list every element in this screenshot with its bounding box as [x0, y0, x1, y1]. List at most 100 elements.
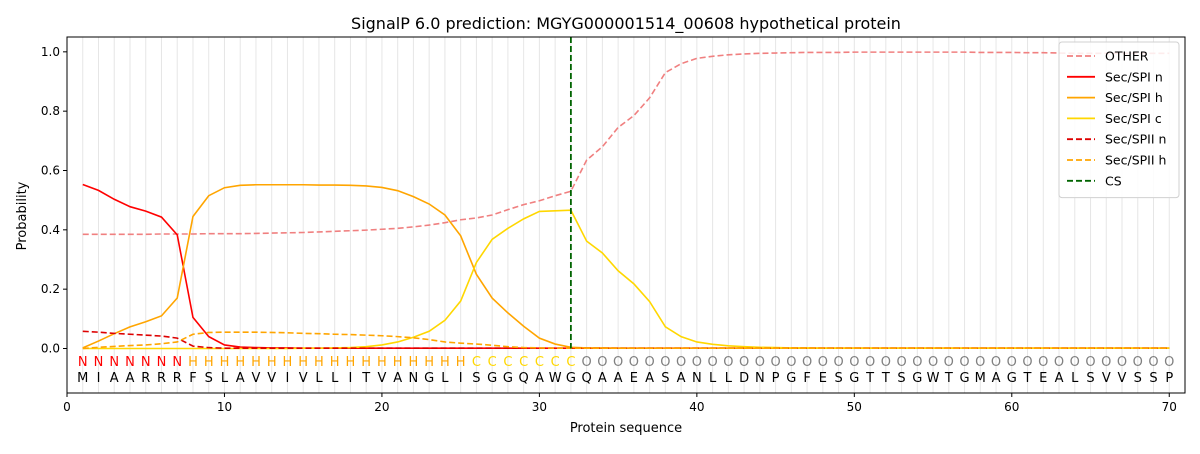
region-label: H [361, 355, 371, 370]
region-label: H [188, 355, 198, 370]
residue-label: A [645, 371, 654, 386]
residue-label: S [897, 371, 905, 386]
x-tick-label: 40 [689, 400, 704, 414]
series-line-sec-spi-c [82, 209, 1170, 350]
residue-label: P [1165, 371, 1173, 386]
region-label: N [109, 355, 119, 370]
region-label: O [645, 355, 655, 370]
y-tick-label: 0.8 [41, 104, 60, 118]
residue-label: T [865, 371, 874, 386]
region-label: N [141, 355, 151, 370]
region-label: N [172, 355, 182, 370]
region-label: O [865, 355, 875, 370]
grid-layer [82, 37, 1170, 393]
residue-label: L [709, 371, 717, 386]
residue-label: A [110, 371, 119, 386]
residue-label: G [424, 371, 434, 386]
residue-label: L [725, 371, 733, 386]
residue-label: R [141, 371, 150, 386]
residue-label: Q [519, 371, 529, 386]
region-label: C [503, 355, 512, 370]
residue-label: S [205, 371, 213, 386]
region-label: H [330, 355, 340, 370]
residue-label: F [803, 371, 810, 386]
sequence-layer: NMNINANANRNRNRHFHSHLHAHVHVHIHVHLHLHIHTHV… [77, 355, 1174, 386]
residue-label: V [299, 371, 308, 386]
residue-label: V [377, 371, 386, 386]
region-label: O [1101, 355, 1111, 370]
residue-label: N [692, 371, 702, 386]
residue-label: L [221, 371, 229, 386]
residue-label: P [772, 371, 780, 386]
residue-label: A [393, 371, 402, 386]
residue-label: A [535, 371, 544, 386]
region-label: O [770, 355, 780, 370]
residue-label: L [315, 371, 323, 386]
y-tick-label: 0.0 [41, 342, 60, 356]
region-label: O [582, 355, 592, 370]
region-label: O [991, 355, 1001, 370]
legend-label: Sec/SPII n [1105, 132, 1166, 147]
legend-label: Sec/SPI h [1105, 90, 1163, 105]
residue-label: S [1149, 371, 1157, 386]
region-label: H [456, 355, 466, 370]
residue-label: T [1023, 371, 1032, 386]
region-label: O [786, 355, 796, 370]
residue-label: W [549, 371, 562, 386]
region-label: H [235, 355, 245, 370]
series-layer [82, 51, 1170, 350]
region-label: O [660, 355, 670, 370]
region-label: H [440, 355, 450, 370]
region-label: O [818, 355, 828, 370]
residue-label: G [1007, 371, 1017, 386]
residue-label: E [1039, 371, 1047, 386]
region-label: N [94, 355, 104, 370]
region-label: H [204, 355, 214, 370]
region-label: H [283, 355, 293, 370]
y-axis-label: Probability [15, 181, 30, 250]
residue-label: A [992, 371, 1001, 386]
region-label: O [739, 355, 749, 370]
region-label: O [928, 355, 938, 370]
legend-label: CS [1105, 173, 1122, 188]
chart-title: SignalP 6.0 prediction: MGYG000001514_00… [351, 14, 901, 34]
region-label: O [692, 355, 702, 370]
region-label: C [519, 355, 528, 370]
residue-label: G [786, 371, 796, 386]
residue-label: I [286, 371, 290, 386]
x-axis-label: Protein sequence [570, 421, 682, 436]
region-label: H [267, 355, 277, 370]
residue-label: M [77, 371, 88, 386]
residue-label: S [472, 371, 480, 386]
x-tick-label: 0 [63, 400, 71, 414]
series-line-sec-spi-n [82, 183, 1170, 350]
residue-label: A [126, 371, 135, 386]
region-label: C [472, 355, 481, 370]
series-line-sec-spi-h [82, 183, 1170, 350]
y-tick-label: 0.6 [41, 164, 60, 178]
residue-label: S [834, 371, 842, 386]
residue-label: T [881, 371, 890, 386]
region-label: H [393, 355, 403, 370]
residue-label: E [819, 371, 827, 386]
region-label: O [1022, 355, 1032, 370]
x-tick-label: 10 [217, 400, 232, 414]
region-label: H [314, 355, 324, 370]
residue-label: L [441, 371, 449, 386]
series-line-other [82, 51, 1170, 236]
residue-label: N [409, 371, 419, 386]
region-label: O [1038, 355, 1048, 370]
residue-label: A [614, 371, 623, 386]
residue-label: I [97, 371, 101, 386]
residue-label: A [236, 371, 245, 386]
residue-label: G [566, 371, 576, 386]
residue-label: D [739, 371, 749, 386]
legend-label: Sec/SPII h [1105, 153, 1166, 168]
region-label: C [566, 355, 575, 370]
region-label: O [1054, 355, 1064, 370]
residue-label: R [157, 371, 166, 386]
residue-label: S [1086, 371, 1094, 386]
region-label: H [377, 355, 387, 370]
